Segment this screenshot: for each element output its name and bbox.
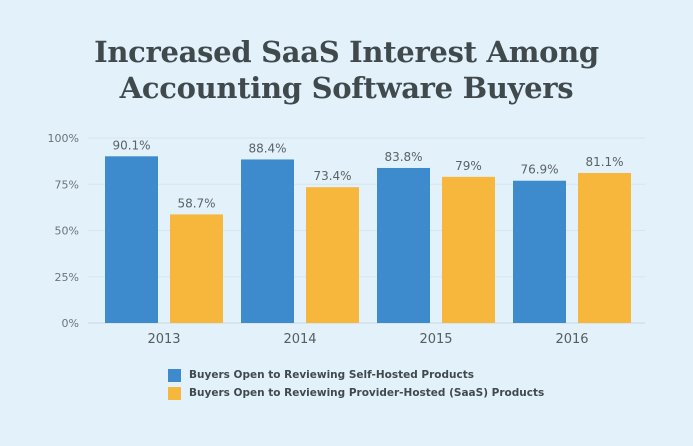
y-tick-label-0: 0% xyxy=(62,317,79,330)
y-tick-label-25: 25% xyxy=(55,271,79,284)
data-label-2013-series-0: 90.1% xyxy=(112,138,150,152)
legend-label-saas: Buyers Open to Reviewing Provider-Hosted… xyxy=(189,387,545,399)
bar-2013-series-0 xyxy=(105,156,158,323)
bar-chart-plot: 0% 25% 50% 75% 100% 90.1% 58.7% 2013 88.4% 73.4% 2… xyxy=(48,132,645,347)
legend: Buyers Open to Reviewing Self-Hosted Pro… xyxy=(168,366,544,402)
legend-label-self-hosted: Buyers Open to Reviewing Self-Hosted Pro… xyxy=(189,369,474,381)
y-tick-label-50: 50% xyxy=(55,225,79,238)
x-tick-label-2013: 2013 xyxy=(147,332,180,347)
legend-item-self-hosted: Buyers Open to Reviewing Self-Hosted Pro… xyxy=(168,366,544,384)
y-tick-label-75: 75% xyxy=(55,178,79,191)
data-label-2014-series-1: 73.4% xyxy=(313,169,351,183)
bars xyxy=(105,156,631,323)
legend-item-saas: Buyers Open to Reviewing Provider-Hosted… xyxy=(168,384,544,402)
chart-title-line-1: Increased SaaS Interest Among xyxy=(94,35,599,69)
bar-2015-series-0 xyxy=(377,167,430,323)
chart-title-line-2: Accounting Software Buyers xyxy=(119,71,574,105)
bar-2015-series-1 xyxy=(442,176,495,323)
y-tick-label-100: 100% xyxy=(48,132,79,145)
legend-swatch-self-hosted xyxy=(168,368,181,382)
data-label-2015-series-0: 83.8% xyxy=(384,150,422,164)
data-label-2016-series-0: 76.9% xyxy=(520,163,558,177)
legend-swatch-saas xyxy=(168,386,181,400)
bar-2016-series-0 xyxy=(513,180,566,323)
x-tick-label-2016: 2016 xyxy=(555,332,588,347)
bar-2014-series-0 xyxy=(241,159,294,323)
bar-2013-series-1 xyxy=(170,214,223,323)
data-label-2015-series-1: 79% xyxy=(455,159,482,173)
x-tick-label-2015: 2015 xyxy=(419,332,452,347)
data-label-2014-series-0: 88.4% xyxy=(248,141,286,155)
data-label-2016-series-1: 81.1% xyxy=(585,155,623,169)
chart-title: Increased SaaS Interest Among Accounting… xyxy=(0,34,693,106)
labels: 0% 25% 50% 75% 100% 90.1% 58.7% 2013 88.4% 73.4% 2… xyxy=(48,132,624,347)
bar-2016-series-1 xyxy=(578,172,631,323)
bar-2014-series-1 xyxy=(306,187,359,323)
data-label-2013-series-1: 58.7% xyxy=(177,196,215,210)
x-tick-label-2014: 2014 xyxy=(283,332,316,347)
